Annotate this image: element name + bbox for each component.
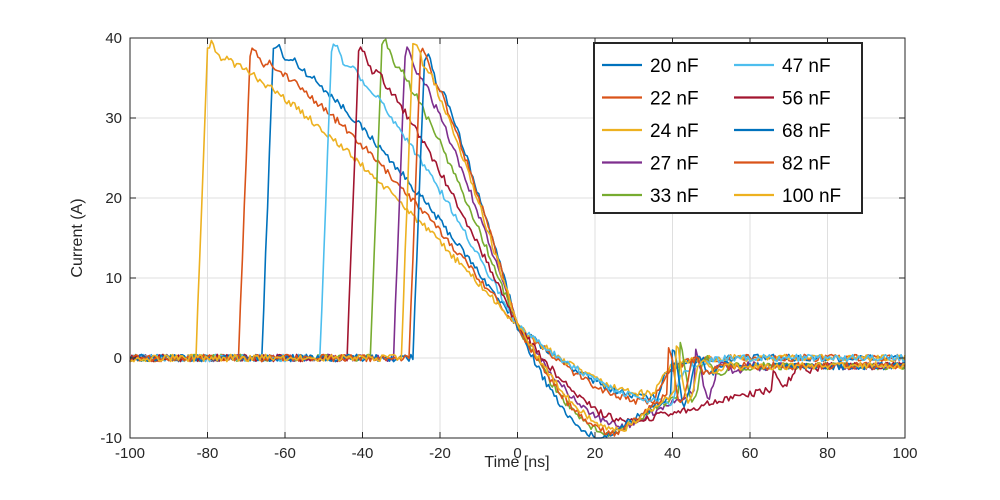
x-tick-label: 20 — [587, 445, 604, 462]
x-tick-label: -40 — [352, 445, 374, 462]
series-layer — [129, 38, 906, 439]
x-tick-label: 80 — [819, 445, 836, 462]
legend-label: 68 nF — [782, 121, 831, 142]
x-tick-label: -100 — [115, 445, 145, 462]
legend-box — [593, 42, 863, 214]
legend-label: 100 nF — [782, 186, 841, 207]
y-tick-label: 10 — [105, 270, 122, 287]
legend-label: 56 nF — [782, 89, 831, 110]
legend-label: 24 nF — [650, 121, 699, 142]
y-tick-label: 0 — [114, 350, 122, 367]
y-axis-label: Current (A) — [69, 198, 86, 277]
legend-label: 47 nF — [782, 56, 831, 77]
series-line-100-nf — [129, 42, 906, 432]
legend-label: 33 nF — [650, 186, 699, 207]
legend-label: 20 nF — [650, 56, 699, 77]
y-tick-label: 20 — [105, 190, 122, 207]
x-tick-label: -60 — [274, 445, 296, 462]
legend-label: 82 nF — [782, 154, 831, 175]
x-tick-label: 100 — [892, 445, 917, 462]
x-tick-label: 60 — [742, 445, 759, 462]
legend-label: 22 nF — [650, 89, 699, 110]
x-tick-label: 0 — [513, 445, 521, 462]
legend-label: 27 nF — [650, 154, 699, 175]
x-tick-label: -20 — [429, 445, 451, 462]
legend: 20 nF 22 nF 24 nF 27 nF 33 nF 47 nF 56 nF 68 nF… — [593, 42, 863, 214]
x-tick-label: 40 — [664, 445, 681, 462]
y-tick-label: 30 — [105, 110, 122, 127]
x-axis-label: Time [ns] — [484, 454, 549, 471]
x-tick-label: -80 — [197, 445, 219, 462]
y-tick-label: 40 — [105, 30, 122, 47]
y-tick-label: -10 — [100, 430, 122, 447]
